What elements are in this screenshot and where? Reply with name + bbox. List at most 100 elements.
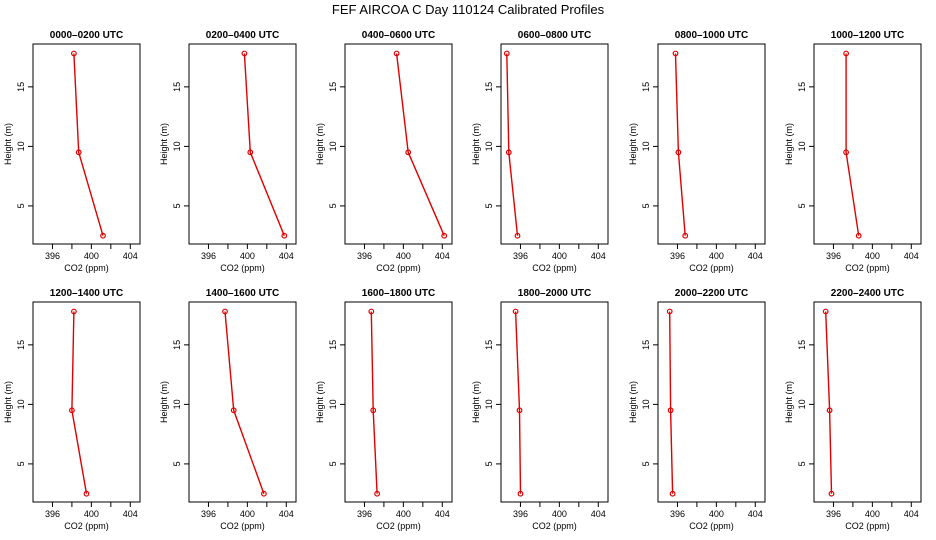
y-axis-label: Height (m) <box>159 381 169 423</box>
x-tick-label: 404 <box>279 509 294 519</box>
y-tick-label: 10 <box>641 399 651 409</box>
data-point <box>83 490 90 497</box>
profile-panel: 1800–2000 UTC 396 400 404 5 10 15 CO2 (ppm) Heig… <box>471 288 609 531</box>
x-tick-label: 404 <box>123 251 138 261</box>
profile-line <box>506 53 519 236</box>
data-point <box>514 232 521 239</box>
x-tick-label: 404 <box>904 509 919 519</box>
y-tick-label: 5 <box>641 203 651 208</box>
y-tick-label: 15 <box>484 82 494 92</box>
y-axis-label: Height (m) <box>159 123 169 165</box>
x-tick-label: 396 <box>670 251 685 261</box>
panel-title: 2200–2400 UTC <box>831 288 904 299</box>
plot-frame <box>188 301 297 503</box>
profile-line <box>514 311 522 494</box>
x-tick-label: 400 <box>709 509 724 519</box>
x-axis-label: CO2 (ppm) <box>64 521 109 531</box>
y-tick-label: 15 <box>16 340 26 350</box>
data-point <box>68 407 75 414</box>
plot-frame <box>32 301 141 503</box>
y-tick-label: 15 <box>641 340 651 350</box>
y-axis-label: Height (m) <box>3 381 13 423</box>
x-tick-label: 396 <box>826 251 841 261</box>
panel-title: 1600–1800 UTC <box>362 288 435 299</box>
data-point <box>241 50 248 57</box>
y-axis-label: Height (m) <box>784 381 794 423</box>
data-point <box>100 232 106 239</box>
y-axis-label: Height (m) <box>628 123 638 165</box>
y-tick-label: 5 <box>641 461 651 466</box>
plot-frame <box>500 43 609 245</box>
y-tick-label: 10 <box>484 399 494 409</box>
profile-line <box>825 311 833 494</box>
data-point <box>682 232 689 239</box>
plot-frame <box>344 43 453 245</box>
x-tick-label: 400 <box>552 251 567 261</box>
data-point <box>405 149 412 156</box>
x-tick-label: 404 <box>123 509 138 519</box>
y-tick-label: 10 <box>172 399 182 409</box>
x-tick-label: 400 <box>865 251 880 261</box>
x-axis-label: CO2 (ppm) <box>689 521 734 531</box>
y-tick-label: 10 <box>484 141 494 151</box>
profile-line <box>395 53 445 236</box>
x-tick-label: 396 <box>45 509 60 519</box>
data-point <box>222 308 228 315</box>
data-point <box>516 407 523 414</box>
plot-frame <box>657 301 766 503</box>
x-tick-label: 396 <box>201 251 216 261</box>
x-axis-label: CO2 (ppm) <box>845 263 890 273</box>
data-point <box>855 232 862 239</box>
data-point <box>512 308 519 315</box>
data-point <box>393 50 400 57</box>
x-tick-label: 396 <box>45 251 60 261</box>
data-point <box>843 149 849 156</box>
profile-panel: 0000–0200 UTC 396 400 404 5 10 15 CO2 (ppm) Heig… <box>3 30 141 273</box>
y-tick-label: 10 <box>16 141 26 151</box>
y-tick-label: 5 <box>16 203 26 208</box>
y-tick-label: 5 <box>172 203 182 208</box>
profile-panel: 1200–1400 UTC 396 400 404 5 10 15 CO2 (ppm) Heig… <box>3 288 141 531</box>
x-tick-label: 404 <box>591 509 606 519</box>
x-axis-label: CO2 (ppm) <box>64 263 109 273</box>
x-axis-label: CO2 (ppm) <box>532 263 577 273</box>
y-axis-label: Height (m) <box>471 123 481 165</box>
y-tick-label: 10 <box>797 399 807 409</box>
profile-panel: 0800–1000 UTC 396 400 404 5 10 15 CO2 (ppm) Heig… <box>628 30 766 273</box>
profile-panel: 1000–1200 UTC 396 400 404 5 10 15 CO2 (ppm) Heig… <box>784 30 922 273</box>
data-point <box>247 149 254 156</box>
y-tick-label: 15 <box>328 82 338 92</box>
data-point <box>75 149 82 156</box>
profile-panel: 0400–0600 UTC 396 400 404 5 10 15 CO2 (ppm) Heig… <box>315 30 453 273</box>
y-tick-label: 15 <box>797 340 807 350</box>
profile-line <box>845 53 860 236</box>
x-tick-label: 396 <box>670 509 685 519</box>
profile-line <box>73 53 104 236</box>
plot-frame <box>344 301 453 503</box>
x-tick-label: 404 <box>435 509 450 519</box>
profile-panel: 1400–1600 UTC 396 400 404 5 10 15 CO2 (ppm) Heig… <box>159 288 297 531</box>
y-axis-label: Height (m) <box>471 381 481 423</box>
x-tick-label: 404 <box>748 251 763 261</box>
y-tick-label: 15 <box>16 82 26 92</box>
x-axis-label: CO2 (ppm) <box>532 521 577 531</box>
x-axis-label: CO2 (ppm) <box>845 521 890 531</box>
page-title: FEF AIRCOA C Day 110124 Calibrated Profi… <box>331 2 605 17</box>
x-tick-label: 396 <box>513 509 528 519</box>
x-axis-label: CO2 (ppm) <box>689 263 734 273</box>
x-tick-label: 396 <box>201 509 216 519</box>
data-point <box>368 308 375 315</box>
y-tick-label: 15 <box>172 340 182 350</box>
y-axis-label: Height (m) <box>315 381 325 423</box>
y-tick-label: 5 <box>328 461 338 466</box>
y-tick-label: 10 <box>172 141 182 151</box>
data-point <box>281 232 288 239</box>
profile-panel: 2000–2200 UTC 396 400 404 5 10 15 CO2 (ppm) Heig… <box>628 288 766 531</box>
data-point <box>826 407 833 414</box>
x-tick-label: 396 <box>513 251 528 261</box>
panel-title: 0400–0600 UTC <box>362 30 435 41</box>
x-tick-label: 400 <box>709 251 724 261</box>
x-tick-label: 396 <box>357 509 372 519</box>
data-point <box>370 407 377 414</box>
data-point <box>374 490 381 497</box>
